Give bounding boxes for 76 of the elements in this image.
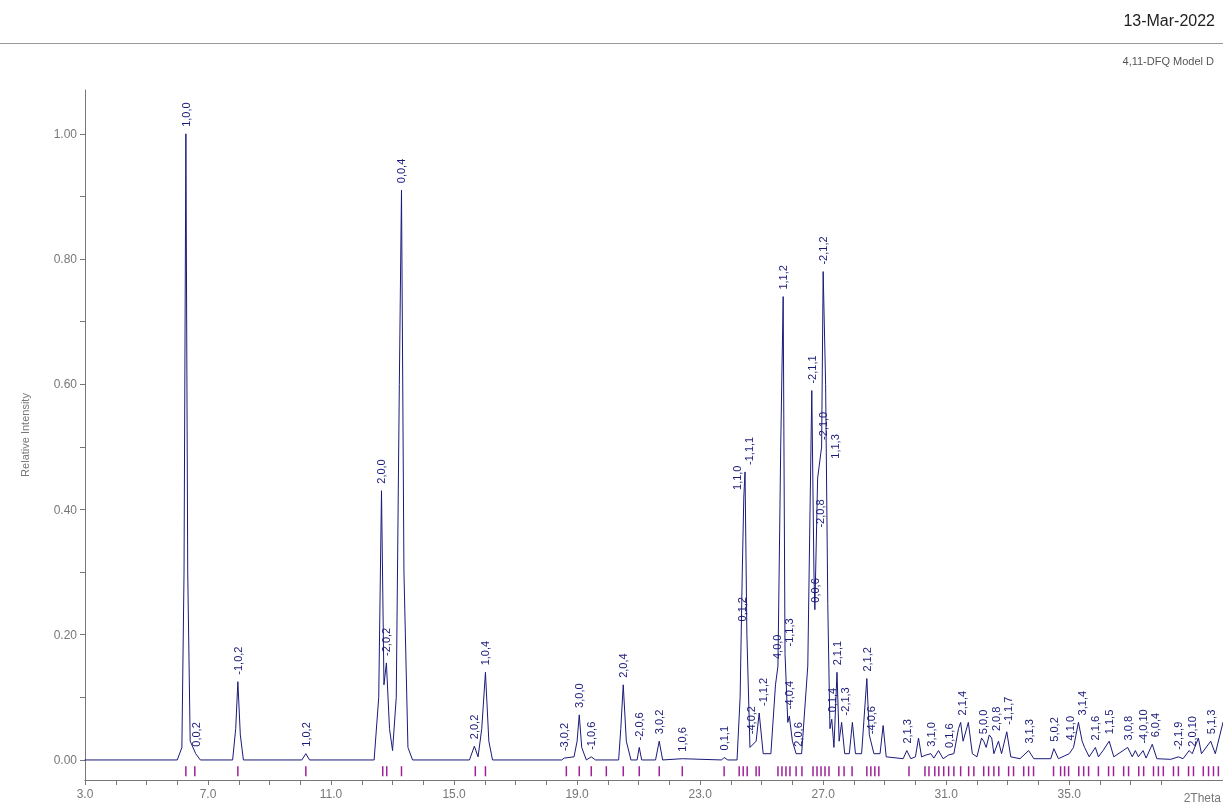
annotation: 0,1,1 [718,725,731,751]
x-tick-label: 31.0 [934,787,959,801]
annotation: 2,1,4 [955,690,968,716]
annotation: 3,0,8 [1121,715,1134,741]
chart-subtitle: 13-Mar-2022 [1123,12,1215,30]
x-axis-title: 2Theta [1183,791,1222,805]
annotation: 1,0,2 [299,722,312,747]
annotation: -2,1,1 [805,355,818,384]
y-tick-label: 0.60 [53,377,78,392]
y-tick-label: 0.40 [53,502,78,517]
x-tick-label: 15.0 [442,787,467,801]
annotation: 0,0,6 [808,578,821,603]
annotation: -1,1,1 [743,436,756,465]
annotation: 2,0,10 [1186,716,1199,747]
annotation: 3,1,4 [1076,690,1089,716]
annotation: 1,0,4 [479,640,492,666]
annotation: 5,0,0 [976,709,989,735]
annotation: 1,1,2 [777,265,790,290]
annotation: 2,0,0 [375,459,388,484]
x-tick-label: 27.0 [811,787,836,801]
line-series [84,133,1223,761]
chart-title: 4,11-DFQ Model D [1122,54,1215,67]
annotation: -2,1,0 [816,411,829,440]
annotation: 1,0,0 [179,102,192,127]
y-tick-label: 0.20 [53,627,78,642]
annotation: -2,1,2 [817,236,830,265]
annotation: -1,1,3 [783,618,796,647]
annotation: -1,1,7 [1001,696,1014,725]
x-tick-label: 11.0 [319,787,343,801]
annotation: -2,1,3 [838,687,851,716]
annotation: 4,1,0 [1063,715,1076,741]
annotation: 3,0,0 [573,683,586,708]
annotation: 2,0,2 [468,714,481,740]
annotation: 3,0,2 [653,709,666,735]
y-axis-title: Relative Intensity [18,392,31,477]
y-tick-label: 1.00 [53,126,78,141]
x-tick-label: 35.0 [1057,787,1082,801]
annotation: -2,0,2 [380,627,393,656]
annotation: 4,0,0 [770,634,783,660]
annotation: 2,1,6 [1088,715,1101,741]
annotation: 0,1,2 [736,597,749,622]
annotation: -4,0,2 [745,706,758,735]
annotation: 2,1,3 [900,719,913,744]
annotation: 5,1,3 [1204,709,1217,735]
annotation: 2,1,1 [831,640,843,666]
annotation: -1,1,2 [757,677,770,706]
annotation: -1,0,6 [585,721,598,750]
annotation: -2,1,9 [1172,721,1185,750]
annotation: 1,1,5 [1103,709,1116,735]
x-tick-label: 7.0 [199,787,217,801]
x-tick-label: 3.0 [76,787,94,801]
annotation: -1,0,2 [231,646,244,675]
y-tick-label: 0.80 [53,252,78,267]
annotation: 3,1,0 [924,722,937,747]
annotation: 2,0,6 [792,722,805,747]
annotation: -2,0,8 [814,499,827,528]
annotation: -3,0,2 [558,722,571,752]
annotation: -4,0,10 [1137,709,1150,744]
y-tick-label: 0.00 [53,752,78,767]
annotation: 0,1,6 [942,723,955,748]
annotation: 5,0,2 [1047,717,1060,742]
annotation: 3,1,3 [1022,719,1035,744]
annotation: 0,0,4 [395,158,408,184]
annotation: -4,0,6 [864,706,877,735]
annotation: 0,0,2 [189,722,202,747]
annotation: 6,0,4 [1149,712,1162,738]
annotation: 2,1,2 [860,647,873,672]
annotation: 1,1,3 [828,434,841,459]
annotation: 1,1,0 [730,465,743,490]
annotation: 2,0,4 [617,653,630,678]
annotation: 1,0,6 [676,727,689,752]
annotation: 2,0,8 [989,706,1002,732]
x-tick-label: 19.0 [565,787,590,801]
x-tick-label: 23.0 [688,787,713,801]
annotation: -2,0,6 [633,712,646,741]
annotation: -4,0,4 [783,680,796,710]
